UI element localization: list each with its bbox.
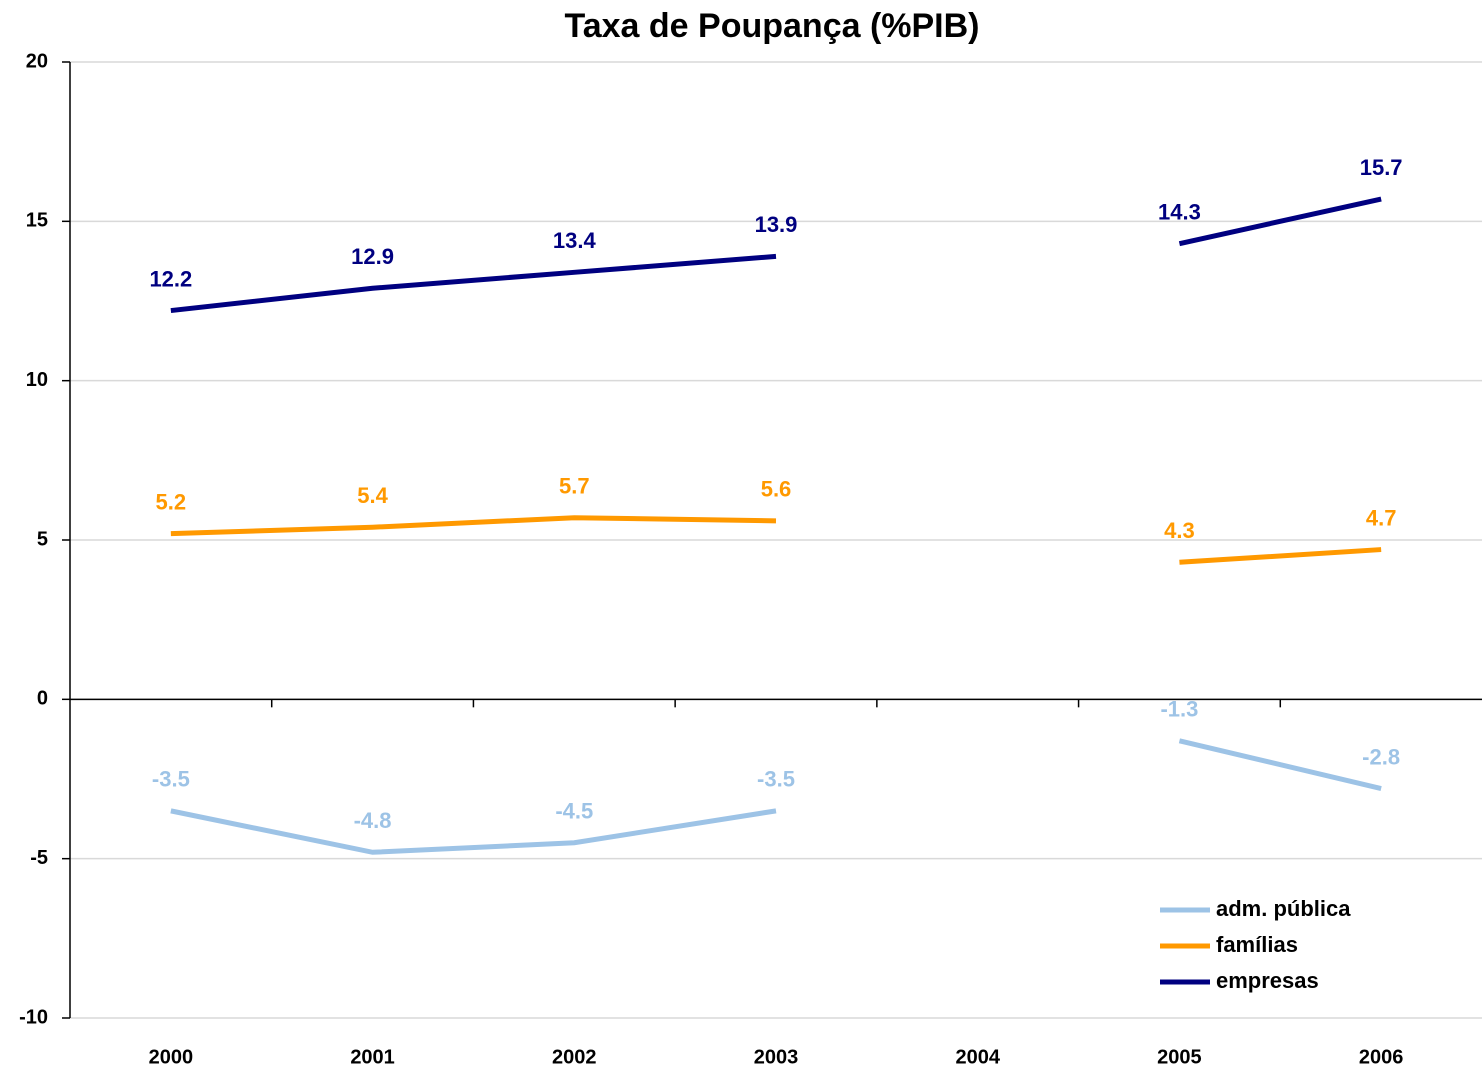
x-tick-label: 2001 bbox=[350, 1046, 395, 1068]
data-label: 14.3 bbox=[1158, 199, 1201, 224]
data-label: -4.5 bbox=[555, 799, 593, 824]
data-label: 5.6 bbox=[761, 477, 792, 502]
data-label: 12.2 bbox=[149, 266, 192, 291]
data-label: 4.7 bbox=[1366, 505, 1397, 530]
data-label: 5.2 bbox=[156, 489, 187, 514]
series-line bbox=[170, 738, 1382, 855]
legend-label: empresas bbox=[1216, 968, 1319, 993]
data-label: -2.8 bbox=[1362, 744, 1400, 769]
x-tick-label: 2003 bbox=[754, 1046, 799, 1068]
series-line bbox=[170, 515, 1382, 565]
x-tick-label: 2006 bbox=[1359, 1046, 1404, 1068]
data-label: 15.7 bbox=[1360, 155, 1403, 180]
y-tick-label: 5 bbox=[37, 528, 48, 550]
x-tick-label: 2005 bbox=[1157, 1046, 1202, 1068]
data-label: 5.4 bbox=[357, 483, 388, 508]
data-label: 13.9 bbox=[755, 212, 798, 237]
y-tick-label: 10 bbox=[26, 369, 48, 391]
y-tick-label: -10 bbox=[19, 1006, 48, 1028]
data-label: -3.5 bbox=[757, 767, 795, 792]
data-label: 12.9 bbox=[351, 244, 394, 269]
data-label: -1.3 bbox=[1160, 697, 1198, 722]
legend-label: adm. pública bbox=[1216, 896, 1351, 921]
series-line bbox=[170, 196, 1382, 314]
x-tick-label: 2004 bbox=[955, 1046, 1000, 1068]
data-label: 13.4 bbox=[553, 228, 597, 253]
y-tick-label: 15 bbox=[26, 210, 48, 232]
x-tick-label: 2002 bbox=[552, 1046, 597, 1068]
data-label: -4.8 bbox=[354, 808, 392, 833]
legend-label: famílias bbox=[1216, 932, 1298, 957]
y-tick-label: -5 bbox=[30, 847, 48, 869]
data-label: -3.5 bbox=[152, 767, 190, 792]
chart-title: Taxa de Poupança (%PIB) bbox=[564, 7, 979, 45]
data-label: 5.7 bbox=[559, 474, 590, 499]
y-tick-label: 0 bbox=[37, 688, 48, 710]
x-tick-label: 2000 bbox=[149, 1046, 194, 1068]
y-tick-label: 20 bbox=[26, 50, 48, 72]
data-label: 4.3 bbox=[1164, 518, 1195, 543]
